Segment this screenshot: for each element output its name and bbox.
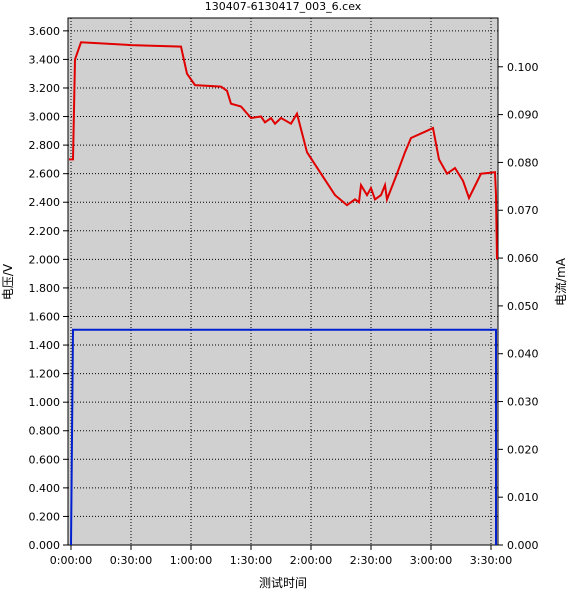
- y-tick-label: 0.800: [29, 425, 61, 438]
- y2-tick-label: 0.000: [507, 539, 539, 552]
- y2-tick-label: 0.100: [507, 61, 539, 74]
- y-tick-label: 0.200: [29, 510, 61, 523]
- y-tick-label: 3.000: [29, 111, 61, 124]
- y-tick-label: 2.800: [29, 139, 61, 152]
- y-tick-label: 3.400: [29, 53, 61, 66]
- plot-area: [67, 17, 499, 546]
- y2-tick-label: 0.010: [507, 491, 539, 504]
- x-tick-label: 0:00:00: [50, 554, 92, 567]
- chart-title: 130407-6130417_003_6.cex: [205, 0, 362, 13]
- y2-tick-label: 0.040: [507, 348, 539, 361]
- data-line: [70, 328, 497, 546]
- y2-tick-label: 0.090: [507, 109, 539, 122]
- y-tick-label: 0.000: [29, 539, 61, 552]
- x-tick-label: 3:30:00: [470, 554, 512, 567]
- x-tick-label: 1:00:00: [170, 554, 212, 567]
- y-tick-label: 1.200: [29, 368, 61, 381]
- y-tick-label: 0.600: [29, 453, 61, 466]
- y2-axis-label: 电流/mA: [554, 257, 568, 306]
- x-tick-label: 0:30:00: [110, 554, 152, 567]
- data-line: [69, 41, 498, 260]
- y-tick-label: 2.000: [29, 253, 61, 266]
- x-tick-label: 2:00:00: [290, 554, 332, 567]
- y2-tick-label: 0.050: [507, 300, 539, 313]
- y-tick-label: 1.000: [29, 396, 61, 409]
- x-tick-label: 1:30:00: [230, 554, 272, 567]
- y-tick-label: 2.400: [29, 196, 61, 209]
- y-tick-label: 1.800: [29, 282, 61, 295]
- y2-tick-label: 0.060: [507, 252, 539, 265]
- y-tick-label: 1.600: [29, 310, 61, 323]
- y-tick-label: 0.400: [29, 482, 61, 495]
- y-axis-label: 电压/V: [1, 263, 15, 300]
- y-tick-label: 2.600: [29, 168, 61, 181]
- y2-tick-label: 0.080: [507, 156, 539, 169]
- y-tick-label: 2.200: [29, 225, 61, 238]
- y2-tick-label: 0.020: [507, 443, 539, 456]
- x-axis-label: 测试时间: [259, 575, 307, 590]
- y2-tick-label: 0.030: [507, 396, 539, 409]
- y2-tick-label: 0.070: [507, 204, 539, 217]
- x-tick-label: 2:30:00: [350, 554, 392, 567]
- y-tick-label: 3.200: [29, 82, 61, 95]
- y-tick-label: 1.400: [29, 339, 61, 352]
- y-tick-label: 3.600: [29, 25, 61, 38]
- x-tick-label: 3:00:00: [410, 554, 452, 567]
